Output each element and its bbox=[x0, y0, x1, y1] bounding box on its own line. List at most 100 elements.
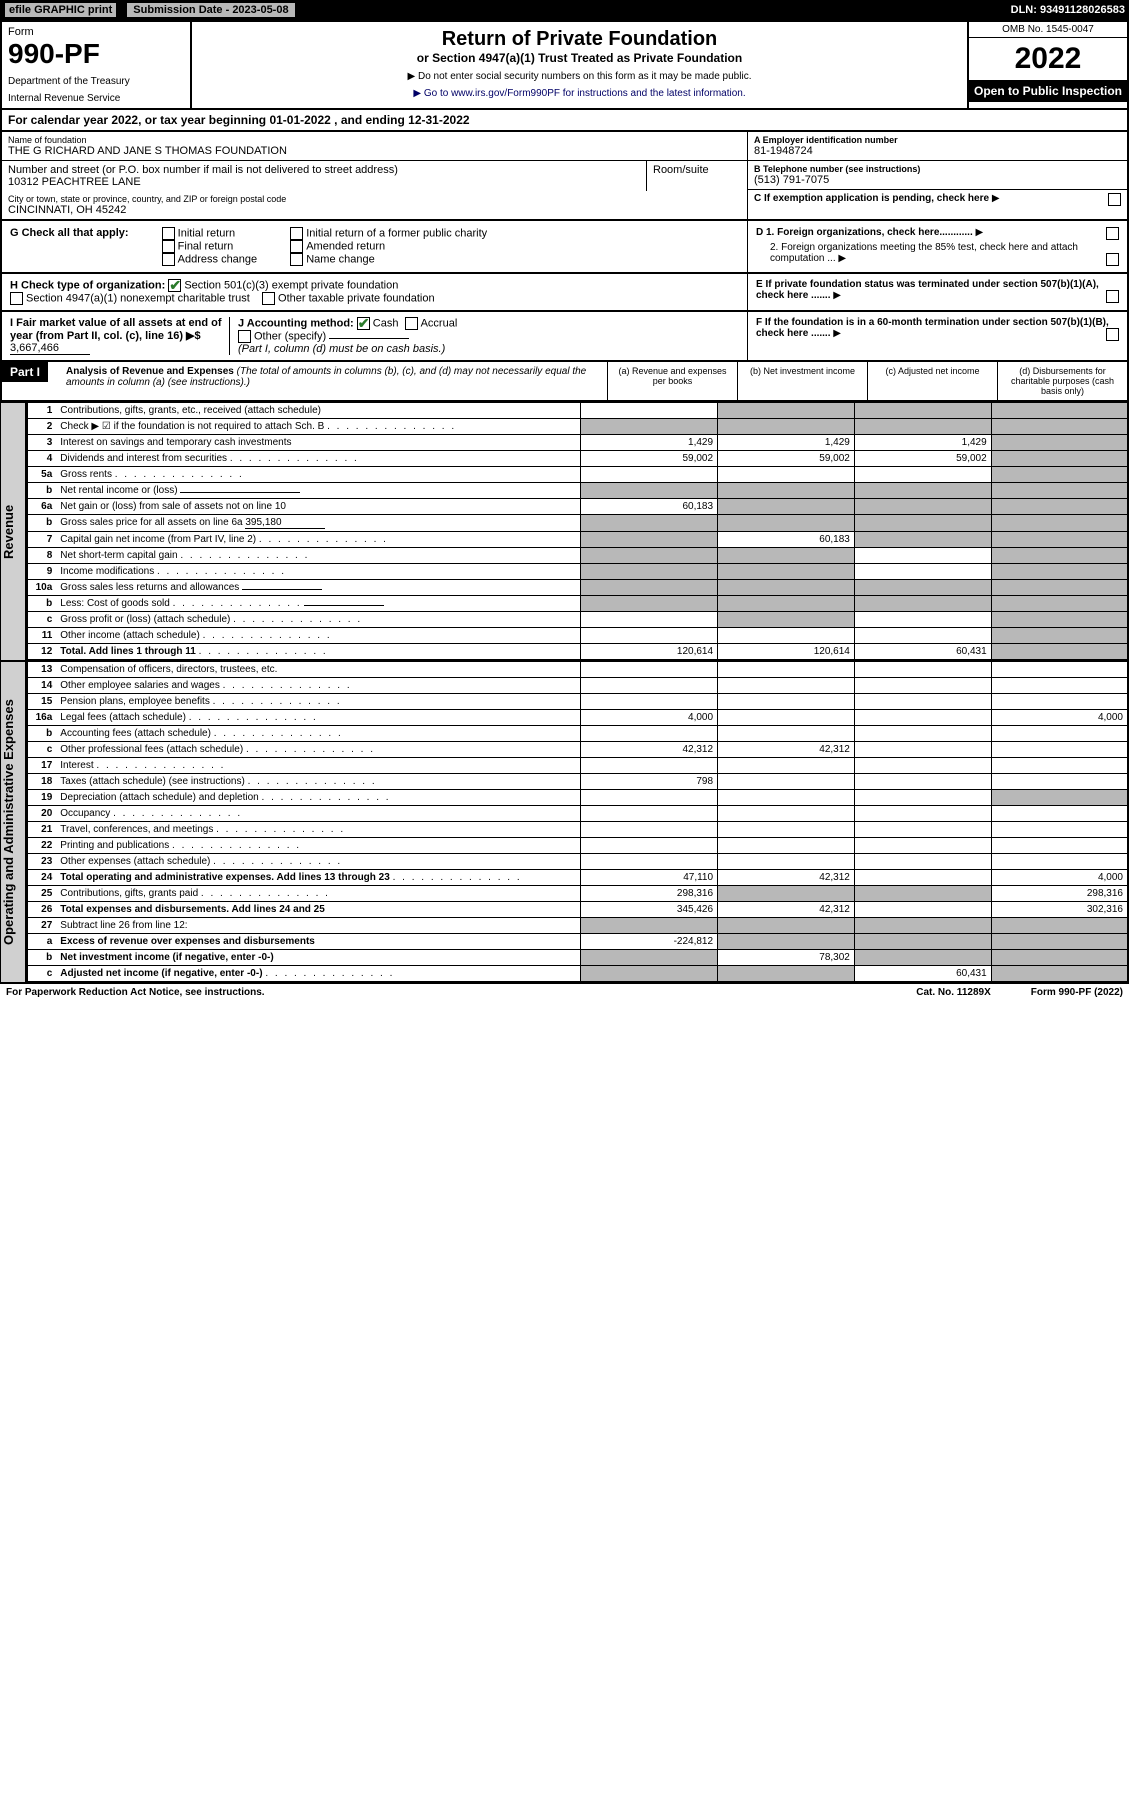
cb-f[interactable] bbox=[1106, 328, 1119, 341]
table-row: 17Interest bbox=[27, 758, 1128, 774]
table-row: 15Pension plans, employee benefits bbox=[27, 694, 1128, 710]
table-row: 13Compensation of officers, directors, t… bbox=[27, 662, 1128, 678]
top-bar: efile GRAPHIC print Submission Date - 20… bbox=[0, 0, 1129, 20]
g-initial: Initial return bbox=[178, 227, 235, 239]
irs-link[interactable]: ▶ Go to www.irs.gov/Form990PF for instru… bbox=[413, 88, 745, 99]
table-row: 25Contributions, gifts, grants paid 298,… bbox=[27, 886, 1128, 902]
cb-initial[interactable] bbox=[162, 227, 175, 240]
d1-label: D 1. Foreign organizations, check here..… bbox=[756, 227, 973, 238]
table-row: 4Dividends and interest from securities … bbox=[27, 451, 1128, 467]
cb-namechg[interactable] bbox=[290, 253, 303, 266]
g-addrchg: Address change bbox=[178, 253, 258, 265]
table-row: 16aLegal fees (attach schedule) 4,0004,0… bbox=[27, 710, 1128, 726]
part1-label: Part I bbox=[2, 362, 48, 382]
revenue-sidelabel: Revenue bbox=[0, 402, 26, 661]
table-row: 7Capital gain net income (from Part IV, … bbox=[27, 532, 1128, 548]
cb-501c3[interactable] bbox=[168, 279, 181, 292]
footer-left: For Paperwork Reduction Act Notice, see … bbox=[6, 987, 265, 998]
ij-section: I Fair market value of all assets at end… bbox=[0, 312, 1129, 362]
cb-final[interactable] bbox=[162, 240, 175, 253]
g-label: G Check all that apply: bbox=[10, 227, 129, 239]
table-row: 11Other income (attach schedule) bbox=[27, 628, 1128, 644]
cb-other-specify[interactable] bbox=[238, 330, 251, 343]
tel-label: B Telephone number (see instructions) bbox=[754, 164, 1121, 174]
table-row: 22Printing and publications bbox=[27, 838, 1128, 854]
irs-label: Internal Revenue Service bbox=[8, 93, 184, 104]
form-subtitle: or Section 4947(a)(1) Trust Treated as P… bbox=[198, 51, 961, 65]
expense-sidelabel: Operating and Administrative Expenses bbox=[0, 661, 26, 983]
h-label: H Check type of organization: bbox=[10, 279, 165, 291]
cb-accrual[interactable] bbox=[405, 317, 418, 330]
table-row: 14Other employee salaries and wages bbox=[27, 678, 1128, 694]
cb-d1[interactable] bbox=[1106, 227, 1119, 240]
city: CINCINNATI, OH 45242 bbox=[8, 204, 741, 216]
part1-title: Analysis of Revenue and Expenses bbox=[66, 366, 234, 377]
footer-right: Form 990-PF (2022) bbox=[1031, 987, 1123, 998]
form-note1: ▶ Do not enter social security numbers o… bbox=[198, 71, 961, 82]
table-row: 2Check ▶ ☑ if the foundation is not requ… bbox=[27, 419, 1128, 435]
g-section: G Check all that apply: Initial return F… bbox=[0, 221, 1129, 274]
table-row: 24Total operating and administrative exp… bbox=[27, 870, 1128, 886]
table-row: 20Occupancy bbox=[27, 806, 1128, 822]
form-header: Form 990-PF Department of the Treasury I… bbox=[0, 20, 1129, 110]
cb-amended[interactable] bbox=[290, 240, 303, 253]
h-other: Other taxable private foundation bbox=[278, 292, 435, 304]
cb-4947[interactable] bbox=[10, 292, 23, 305]
cb-e[interactable] bbox=[1106, 290, 1119, 303]
form-title: Return of Private Foundation bbox=[198, 28, 961, 51]
expense-table: Operating and Administrative Expenses 13… bbox=[0, 661, 1129, 983]
table-row: bNet investment income (if negative, ent… bbox=[27, 950, 1128, 966]
city-label: City or town, state or province, country… bbox=[8, 194, 741, 204]
telephone: (513) 791-7075 bbox=[754, 174, 1121, 186]
part1-header: Part I Analysis of Revenue and Expenses … bbox=[0, 362, 1129, 402]
form-number: 990-PF bbox=[8, 38, 184, 70]
table-row: aExcess of revenue over expenses and dis… bbox=[27, 934, 1128, 950]
efile-button[interactable]: efile GRAPHIC print bbox=[4, 2, 117, 18]
foundation-name: THE G RICHARD AND JANE S THOMAS FOUNDATI… bbox=[8, 145, 741, 157]
g-namechg: Name change bbox=[306, 253, 375, 265]
g-initial-former: Initial return of a former public charit… bbox=[306, 227, 487, 239]
cb-addrchg[interactable] bbox=[162, 253, 175, 266]
table-row: cGross profit or (loss) (attach schedule… bbox=[27, 612, 1128, 628]
calendar-year: For calendar year 2022, or tax year begi… bbox=[0, 110, 1129, 132]
cb-cash[interactable] bbox=[357, 317, 370, 330]
table-row: 6aNet gain or (loss) from sale of assets… bbox=[27, 499, 1128, 515]
h-section: H Check type of organization: Section 50… bbox=[0, 274, 1129, 312]
col-c-header: (c) Adjusted net income bbox=[867, 362, 997, 400]
table-row: bGross sales price for all assets on lin… bbox=[27, 515, 1128, 532]
cb-other-tax[interactable] bbox=[262, 292, 275, 305]
form-label: Form bbox=[8, 26, 184, 38]
table-row: 1Contributions, gifts, grants, etc., rec… bbox=[27, 403, 1128, 419]
dln-label: DLN: 93491128026583 bbox=[1011, 4, 1125, 16]
d2-label: 2. Foreign organizations meeting the 85%… bbox=[770, 242, 1078, 264]
table-row: 27Subtract line 26 from line 12: bbox=[27, 918, 1128, 934]
c-label: C If exemption application is pending, c… bbox=[754, 193, 989, 204]
f-label: F If the foundation is in a 60-month ter… bbox=[756, 317, 1109, 339]
table-row: 21Travel, conferences, and meetings bbox=[27, 822, 1128, 838]
col-b-header: (b) Net investment income bbox=[737, 362, 867, 400]
table-row: bAccounting fees (attach schedule) bbox=[27, 726, 1128, 742]
table-row: cAdjusted net income (if negative, enter… bbox=[27, 966, 1128, 983]
table-row: bNet rental income or (loss) bbox=[27, 483, 1128, 499]
table-row: 8Net short-term capital gain bbox=[27, 548, 1128, 564]
j-cash: Cash bbox=[373, 317, 399, 329]
table-row: 12Total. Add lines 1 through 11 120,6141… bbox=[27, 644, 1128, 661]
table-row: 10aGross sales less returns and allowanc… bbox=[27, 580, 1128, 596]
cb-d2[interactable] bbox=[1106, 253, 1119, 266]
c-checkbox[interactable] bbox=[1108, 193, 1121, 206]
j-label: J Accounting method: bbox=[238, 317, 354, 329]
ein-label: A Employer identification number bbox=[754, 135, 1121, 145]
footer-mid: Cat. No. 11289X bbox=[916, 987, 990, 998]
open-public: Open to Public Inspection bbox=[969, 80, 1127, 102]
j-other: Other (specify) bbox=[254, 330, 326, 342]
table-row: bLess: Cost of goods sold bbox=[27, 596, 1128, 612]
submission-date: Submission Date - 2023-05-08 bbox=[127, 3, 294, 17]
j-accrual: Accrual bbox=[421, 317, 458, 329]
table-row: 23Other expenses (attach schedule) bbox=[27, 854, 1128, 870]
h-4947: Section 4947(a)(1) nonexempt charitable … bbox=[26, 292, 250, 304]
address: 10312 PEACHTREE LANE bbox=[8, 176, 640, 188]
table-row: 5aGross rents bbox=[27, 467, 1128, 483]
cb-initial-former[interactable] bbox=[290, 227, 303, 240]
table-row: cOther professional fees (attach schedul… bbox=[27, 742, 1128, 758]
i-value: 3,667,466 bbox=[10, 342, 90, 355]
